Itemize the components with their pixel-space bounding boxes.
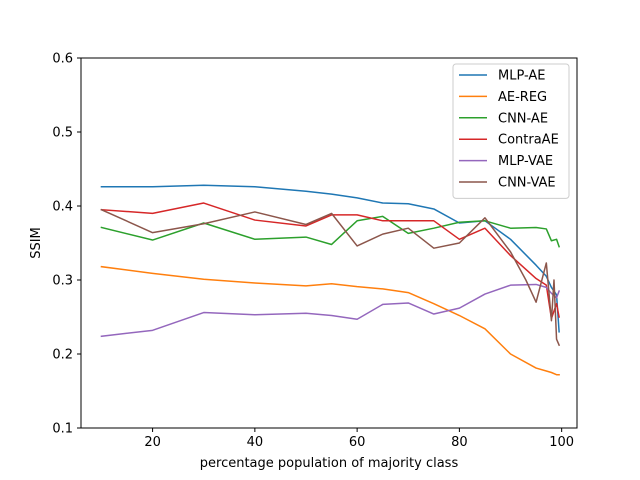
legend-box	[452, 63, 570, 199]
x-tick-label: 40	[247, 435, 264, 450]
y-tick-label: 0.5	[52, 126, 73, 141]
legend-label-ae-reg: AE-REG	[498, 90, 547, 105]
x-tick-label: 20	[144, 435, 161, 450]
y-tick-label: 0.4	[52, 200, 73, 215]
x-axis-label: percentage population of majority class	[200, 456, 459, 471]
x-tick-label: 100	[549, 435, 574, 450]
series-line-cnn-ae	[100, 215, 561, 248]
legend: MLP-AE AE-REG CNN-AE ContraAE MLP-VAE CNN-VAE	[452, 63, 570, 199]
series-line-mlp-vae	[100, 283, 561, 338]
series-line-cnn-vae	[100, 208, 561, 347]
x-tick-label: 60	[349, 435, 366, 450]
y-tick-label: 0.1	[52, 422, 73, 437]
series-lines	[100, 184, 561, 376]
legend-label-mlp-vae: MLP-VAE	[498, 154, 553, 169]
legend-label-cnn-ae: CNN-AE	[498, 111, 548, 126]
series-line-contraae	[100, 202, 560, 320]
y-tick-label: 0.2	[52, 348, 73, 363]
legend-label-contraae: ContraAE	[498, 133, 559, 148]
legend-label-cnn-vae: CNN-VAE	[498, 176, 556, 191]
series-line-ae-reg	[100, 265, 560, 376]
y-tick-label: 0.3	[52, 274, 73, 289]
y-tick-label: 0.6	[52, 52, 73, 67]
y-axis-label: SSIM	[29, 227, 44, 259]
legend-label-mlp-ae: MLP-AE	[498, 69, 546, 84]
axis-ticks: 20 40 60 80 100 0.1 0.2 0.3 0.4 0.5 0.6	[52, 52, 574, 451]
plot-area-frame	[80, 57, 578, 429]
x-tick-label: 80	[451, 435, 468, 450]
